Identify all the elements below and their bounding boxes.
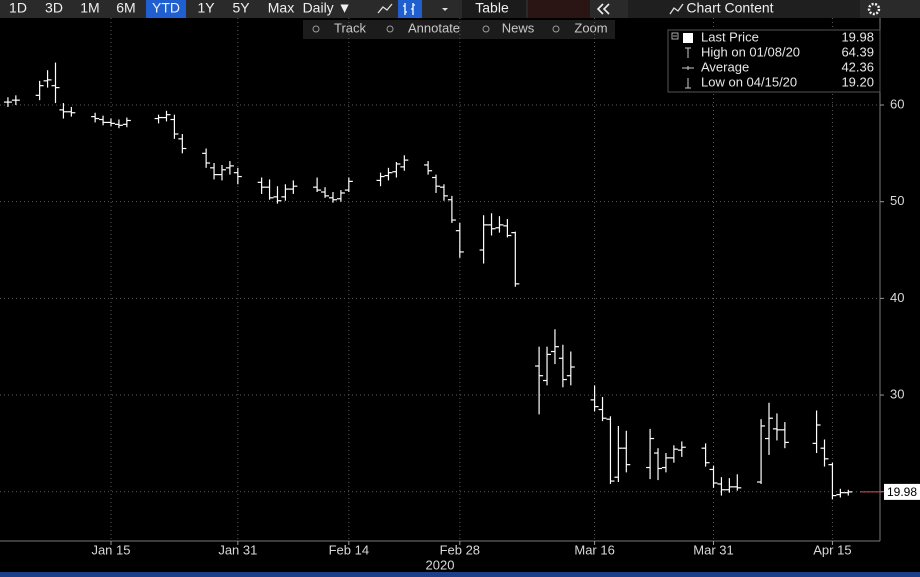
period-button[interactable]: 3D — [45, 0, 63, 16]
icon-line[interactable] — [372, 0, 396, 18]
legend-icon — [685, 47, 691, 58]
x-tick-label: Feb 28 — [440, 542, 480, 557]
tools-bg — [303, 20, 615, 39]
legend-collapse — [671, 32, 679, 40]
legend-icon — [682, 66, 694, 70]
collapse-icon[interactable] — [596, 3, 610, 15]
icon-line-glyph — [377, 3, 393, 14]
legend-label: Low on 04/15/20 — [701, 74, 797, 89]
legend-icon — [685, 78, 691, 89]
toolbar: Table Chart Content — [0, 0, 920, 39]
x-tick-label: Mar 31 — [693, 542, 733, 557]
legend-value: 42.36 — [841, 59, 874, 74]
period-selected-bg — [146, 0, 186, 18]
legend-label: High on 01/08/20 — [701, 44, 800, 59]
y-tick-label: 30 — [890, 386, 904, 401]
period-button[interactable]: YTD — [152, 0, 180, 16]
table-bg[interactable] — [462, 0, 526, 18]
legend-value: 64.39 — [841, 44, 874, 59]
legend-value: 19.20 — [841, 74, 874, 89]
y-tick-label: 50 — [890, 193, 904, 208]
chart-content-icon — [669, 3, 684, 15]
last-price-tag — [884, 483, 920, 500]
x-tick-label: Mar 16 — [574, 542, 614, 557]
tool-icon — [482, 25, 490, 33]
x-year-label: 2020 — [426, 557, 455, 572]
tool-icon — [552, 25, 560, 33]
icon-bar-glyph — [403, 3, 415, 15]
period-button[interactable]: Max — [268, 0, 294, 16]
x-tick-label: Apr 15 — [813, 542, 851, 557]
legend-label: Last Price — [701, 29, 759, 44]
y-tick-label: 60 — [890, 96, 904, 111]
period-button[interactable]: 6M — [116, 0, 135, 16]
icon-bar[interactable] — [398, 0, 422, 18]
icon-dropdown[interactable] — [442, 8, 448, 11]
tool-button[interactable]: Track — [334, 20, 367, 35]
legend-label: Average — [701, 59, 749, 74]
period-button[interactable]: 1M — [80, 0, 99, 16]
frequency-button[interactable]: Daily ▼ — [303, 0, 352, 16]
legend-value: 19.98 — [841, 29, 874, 44]
x-tick-label: Jan 31 — [218, 542, 257, 557]
chart-content-button[interactable]: Chart Content — [686, 0, 773, 16]
chart-content-bg[interactable] — [628, 0, 860, 18]
tool-button[interactable]: Annotate — [408, 20, 460, 35]
x-tick-label: Jan 15 — [91, 542, 130, 557]
tool-icon — [386, 25, 394, 33]
last-price-tag-label: 19.98 — [887, 485, 917, 499]
y-tick-label: 40 — [890, 290, 904, 305]
tool-button[interactable]: News — [502, 20, 535, 35]
spacer — [528, 0, 590, 18]
period-button[interactable]: 1D — [9, 0, 27, 16]
tool-button[interactable]: Zoom — [574, 20, 607, 35]
x-tick-label: Feb 14 — [329, 542, 369, 557]
legend-box — [667, 29, 881, 93]
tool-icon — [312, 25, 320, 33]
legend-icon — [683, 33, 693, 43]
bottom-strip — [0, 572, 920, 577]
period-button[interactable]: 5Y — [232, 0, 250, 16]
table-button[interactable]: Table — [475, 0, 509, 16]
settings-icon[interactable] — [867, 2, 881, 16]
period-button[interactable]: 1Y — [197, 0, 215, 16]
